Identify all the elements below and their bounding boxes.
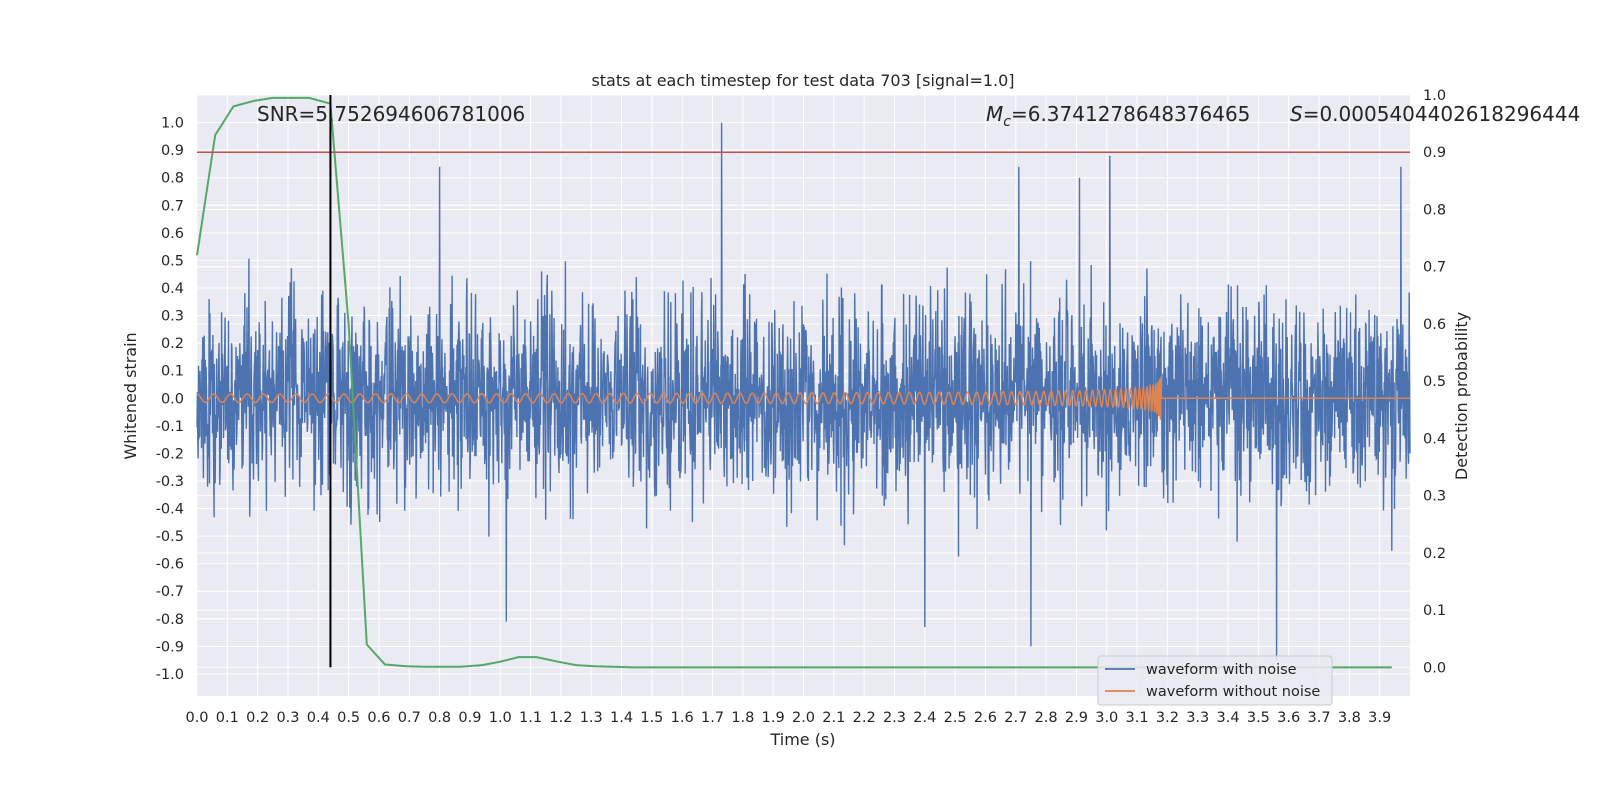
x-tick-label: 1.2 (549, 710, 572, 726)
y-tick-label: 0.4 (161, 281, 184, 297)
y2-tick-label: 0.6 (1423, 317, 1446, 333)
y-tick-labels: 1.0 0.9 0.8 0.7 0.6 0.5 0.4 0.3 0.2 0.1 0.0 -0.1 -0.… (156, 116, 184, 683)
x-tick-label: 1.0 (489, 710, 512, 726)
x-tick-label: 0.8 (428, 710, 451, 726)
y-tick-label: -0.1 (156, 419, 184, 435)
x-tick-label: 0.2 (246, 710, 269, 726)
y-tick-label: -1.0 (156, 667, 184, 683)
x-tick-label: 2.4 (913, 710, 936, 726)
x-tick-label: 1.9 (762, 710, 785, 726)
x-tick-label: 2.5 (944, 710, 967, 726)
snr-annotation: SNR=5.752694606781006 (257, 102, 525, 126)
x-tick-label: 2.7 (1004, 710, 1027, 726)
y-tick-label: 0.6 (161, 226, 184, 242)
series-waveform-with-noise (196, 122, 1411, 661)
x-tick-label: 1.7 (701, 710, 724, 726)
x-tick-label: 0.6 (367, 710, 390, 726)
y-tick-label: 0.1 (161, 364, 184, 380)
y2-tick-label: 0.9 (1423, 145, 1446, 161)
y-axis-label: Whitened strain (121, 332, 140, 459)
x-tick-label: 3.4 (1217, 710, 1240, 726)
y2-tick-label: 0.8 (1423, 202, 1446, 218)
probability-line (196, 96, 1392, 669)
legend-box (1097, 655, 1333, 706)
x-tick-label: 3.3 (1186, 710, 1209, 726)
x-tick-label: 2.8 (1035, 710, 1058, 726)
x-tick-label: 1.3 (580, 710, 603, 726)
x-tick-label: 2.3 (883, 710, 906, 726)
y-tick-label: 0.5 (161, 253, 184, 269)
x-tick-label: 2.1 (822, 710, 845, 726)
s-annotation: S=0.0005404402618296444 (1290, 102, 1580, 126)
y2-tick-labels: 1.0 0.9 0.8 0.7 0.6 0.5 0.4 0.3 0.2 0.1 0.0 (1423, 88, 1446, 676)
x-tick-label: 2.2 (853, 710, 876, 726)
x-tick-label: 3.1 (1126, 710, 1149, 726)
legend: waveform with noise waveform without noi… (1097, 655, 1333, 706)
series-detection-probability (196, 96, 1392, 669)
y-tick-label: 0.2 (161, 336, 184, 352)
x-tick-label: 1.1 (519, 710, 542, 726)
legend-label-noise: waveform with noise (1146, 662, 1297, 678)
x-tick-labels: 0.0 0.1 0.2 0.3 0.4 0.5 0.6 0.7 0.8 0.9 1.0 1.1 1.2 1… (185, 710, 1391, 726)
chirp-mass-subscript: c (1003, 114, 1011, 130)
y-tick-label: -0.4 (156, 502, 184, 518)
y-tick-label: 0.0 (161, 391, 184, 407)
y2-tick-label: 0.2 (1423, 546, 1446, 562)
noise-line (196, 122, 1411, 661)
x-tick-label: 3.9 (1368, 710, 1391, 726)
s-symbol: S (1290, 102, 1303, 126)
x-tick-label: 0.5 (337, 710, 360, 726)
y-tick-label: -0.3 (156, 474, 184, 490)
y-tick-label: -0.5 (156, 529, 184, 545)
x-tick-label: 0.1 (216, 710, 239, 726)
clean-line (196, 376, 1410, 420)
y2-tick-label: 0.3 (1423, 489, 1446, 505)
legend-label-clean: waveform without noise (1146, 684, 1320, 700)
x-tick-label: 1.4 (610, 710, 633, 726)
x-tick-label: 2.9 (1065, 710, 1088, 726)
x-tick-label: 3.0 (1095, 710, 1118, 726)
x-tick-label: 0.3 (276, 710, 299, 726)
y2-tick-label: 0.5 (1423, 374, 1446, 390)
y-tick-label: -0.9 (156, 639, 184, 655)
x-tick-label: 0.4 (307, 710, 330, 726)
chirp-mass-symbol: M (986, 102, 1003, 126)
x-tick-label: 3.8 (1338, 710, 1361, 726)
y-tick-label: -0.7 (156, 584, 184, 600)
chart-title: stats at each timestep for test data 703… (591, 71, 1014, 90)
y2-tick-label: 0.1 (1423, 603, 1446, 619)
s-value: =0.0005404402618296444 (1303, 102, 1581, 126)
x-tick-label: 0.9 (458, 710, 481, 726)
y-tick-label: -0.8 (156, 612, 184, 628)
x-tick-label: 1.5 (640, 710, 663, 726)
x-tick-label: 0.7 (398, 710, 421, 726)
x-axis-label: Time (s) (769, 730, 835, 749)
y2-tick-label: 0.0 (1423, 660, 1446, 676)
x-tick-label: 1.8 (731, 710, 754, 726)
y-tick-label: 0.9 (161, 143, 184, 159)
x-tick-label: 3.2 (1156, 710, 1179, 726)
x-tick-label: 2.0 (792, 710, 815, 726)
y-tick-label: 0.8 (161, 171, 184, 187)
x-tick-label: 3.6 (1277, 710, 1300, 726)
x-tick-label: 0.0 (185, 710, 208, 726)
x-tick-label: 3.5 (1247, 710, 1270, 726)
y-tick-label: 0.7 (161, 198, 184, 214)
series-waveform-without-noise (196, 376, 1410, 420)
y2-tick-label: 1.0 (1423, 88, 1446, 104)
x-tick-label: 1.6 (671, 710, 694, 726)
y2-axis-label: Detection probability (1452, 312, 1471, 480)
y-tick-label: 1.0 (161, 116, 184, 132)
y-tick-label: -0.2 (156, 446, 184, 462)
x-tick-label: 3.7 (1307, 710, 1330, 726)
x-tick-label: 2.6 (974, 710, 997, 726)
y-tick-label: 0.3 (161, 309, 184, 325)
y2-tick-label: 0.7 (1423, 260, 1446, 276)
y-tick-label: -0.6 (156, 557, 184, 573)
y2-tick-label: 0.4 (1423, 431, 1446, 447)
chirp-mass-annotation: Mc=6.3741278648376465 (986, 102, 1250, 130)
chirp-mass-value: =6.3741278648376465 (1011, 102, 1250, 126)
